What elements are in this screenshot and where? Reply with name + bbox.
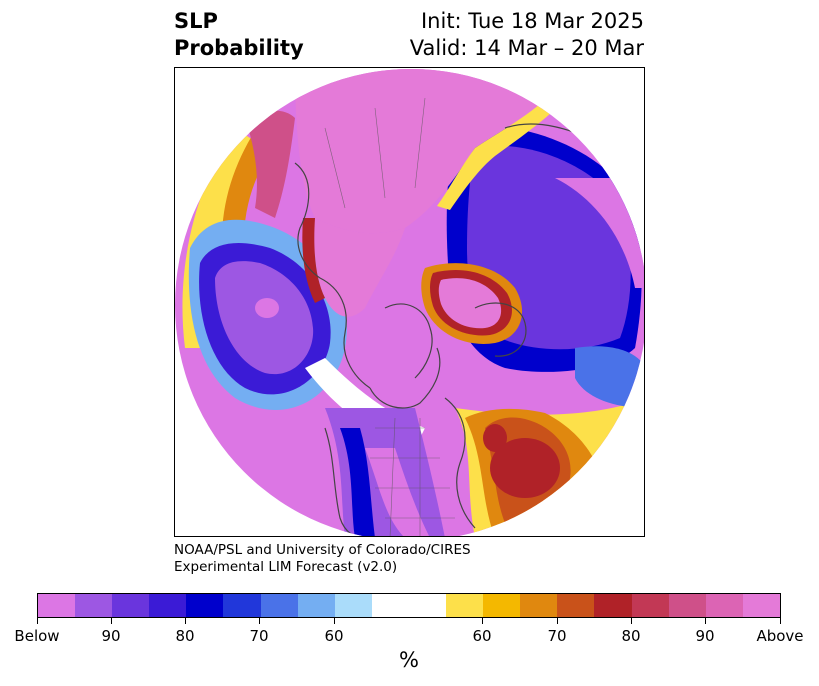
colorbar-segment [334,594,372,617]
coastline-greenland [384,303,433,379]
arctic-pink-core [438,278,502,329]
colorbar-tick [111,618,112,624]
colorbar-segment [408,594,447,617]
valid-range: Valid: 14 Mar – 20 Mar [409,36,644,60]
border-lines-states [389,417,421,536]
title-type: Probability [174,36,304,60]
polar-map [174,67,645,537]
colorbar-tick [334,618,335,624]
credit-block: NOAA/PSL and University of Colorado/CIRE… [174,542,471,576]
colorbar-tick [482,618,483,624]
colorbar-tick-label: Below [14,627,60,645]
left-center [255,298,279,318]
colorbar [37,593,781,618]
credit-line-1: NOAA/PSL and University of Colorado/CIRE… [174,542,471,558]
init-date: Init: Tue 18 Mar 2025 [420,9,644,33]
north-pink [295,69,575,234]
namerica-pink [365,448,430,536]
north-red-edge [302,218,325,303]
coastline-arctic-islands [369,347,441,409]
forecast-dates: Init: Tue 18 Mar 2025 Valid: 14 Mar – 20… [410,8,644,62]
borders [324,97,455,536]
coastlines [294,123,606,536]
colorbar-segment [520,594,558,617]
eurasia-pink [555,178,644,288]
colorbar-segment [483,594,521,617]
colorbar-tick [37,618,38,624]
title-variable: SLP [174,9,218,33]
colorbar-segment [223,594,261,617]
namerica-blue [340,428,375,536]
colorbar-tick-label: 60 [472,627,492,645]
colorbar-segment [446,594,484,617]
colorbar-tick-label: 90 [101,627,121,645]
colorbar-segment [186,594,224,617]
colorbar-segment [668,594,706,617]
coastline-europe [474,302,527,357]
colorbar-tick [631,618,632,624]
atlantic-red-spot [483,424,507,452]
colorbar-segment [631,594,669,617]
probability-map-svg [175,69,644,536]
colorbar-tick [705,618,706,624]
coastline-namerica-east [444,397,476,529]
nw-magenta-band [245,110,295,218]
colorbar-segment [557,594,595,617]
colorbar-segment [149,594,187,617]
colorbar-tick-label: 70 [547,627,567,645]
colorbar-tick-label: 70 [249,627,269,645]
colorbar-tick-label: 80 [621,627,641,645]
coastline-namerica-west [294,162,371,389]
border-lines-russia [324,97,426,209]
colorbar-segment [260,594,298,617]
east-blue-band [575,346,644,408]
colorbar-tick-label: 90 [695,627,715,645]
colorbar-unit: % [399,648,419,672]
colorbar-segment [742,594,780,617]
colorbar-tick-label: 80 [175,627,195,645]
colorbar-tick [557,618,558,624]
colorbar-segment [705,594,743,617]
colorbar-tick-label: 60 [324,627,344,645]
border-lines-us [370,427,455,519]
credit-line-2: Experimental LIM Forecast (v2.0) [174,559,398,575]
colorbar-tick-label: Above [756,627,804,645]
colorbar-segment [297,594,335,617]
colorbar-segment [371,594,409,617]
map-title: SLP Probability [174,8,304,62]
colorbar-segment [75,594,113,617]
colorbar-tick [780,618,781,624]
colorbar-segment [112,594,150,617]
colorbar-segment [38,594,76,617]
colorbar-segment [594,594,632,617]
atlantic-red-core [490,438,560,498]
coastline-pacific [324,427,366,536]
colorbar-tick [259,618,260,624]
colorbar-tick [185,618,186,624]
